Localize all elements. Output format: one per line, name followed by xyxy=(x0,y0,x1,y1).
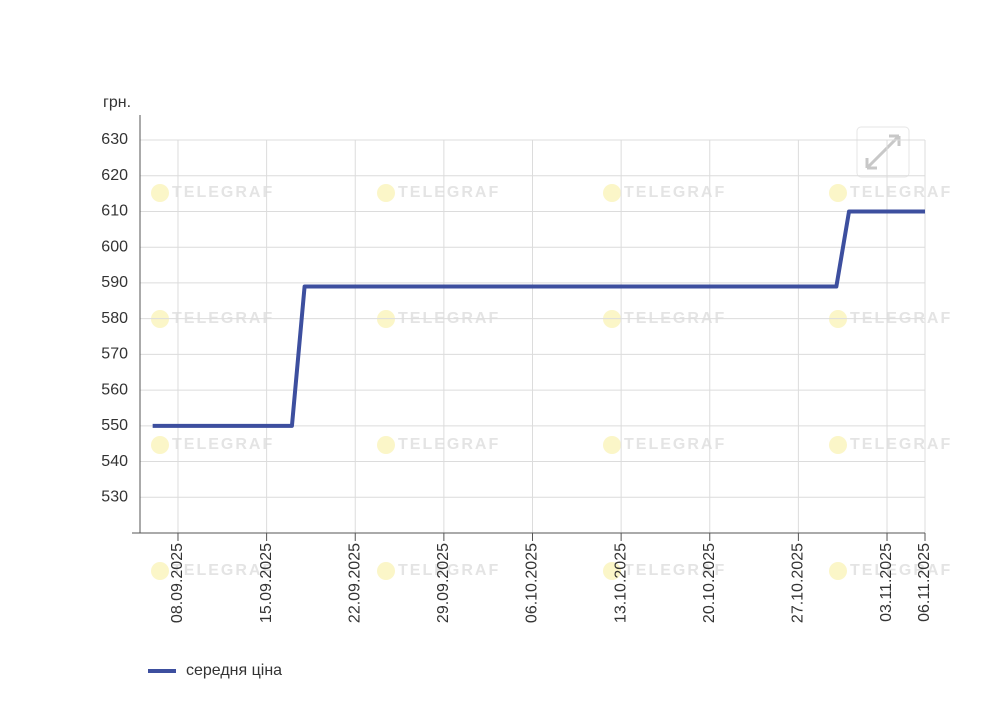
watermark-logo xyxy=(377,562,395,580)
watermark: TELEGRAF xyxy=(850,184,952,201)
watermark-logo xyxy=(151,184,169,202)
watermark-logo xyxy=(603,436,621,454)
x-tick-label: 20.10.2025 xyxy=(701,543,718,623)
x-tick-label: 03.11.2025 xyxy=(878,543,895,622)
watermark: TELEGRAF xyxy=(850,436,952,453)
watermark-logo xyxy=(377,184,395,202)
watermark: TELEGRAF xyxy=(172,184,274,201)
y-axis-label: грн. xyxy=(103,94,131,111)
watermark-logo xyxy=(829,436,847,454)
y-tick-label: 620 xyxy=(101,167,128,184)
watermark: TELEGRAF xyxy=(850,562,952,579)
y-tick-label: 600 xyxy=(101,238,128,255)
x-tick-label: 22.09.2025 xyxy=(346,543,363,623)
x-tick-label: 06.11.2025 xyxy=(916,543,933,622)
x-tick-label: 29.09.2025 xyxy=(435,543,452,623)
expand-icon[interactable] xyxy=(865,134,901,170)
watermark: TELEGRAF xyxy=(624,184,726,201)
y-tick-label: 590 xyxy=(101,274,128,291)
x-tick-label: 13.10.2025 xyxy=(612,543,629,623)
y-tick-label: 550 xyxy=(101,417,128,434)
line xyxy=(152,209,925,428)
watermark-logo xyxy=(829,562,847,580)
y-tick-label: 540 xyxy=(101,453,128,470)
watermark: TELEGRAF xyxy=(624,562,726,579)
y-tick-label: 580 xyxy=(101,310,128,327)
watermark-logo xyxy=(603,184,621,202)
watermark: TELEGRAF xyxy=(172,562,274,579)
x-tick-label: 15.09.2025 xyxy=(258,543,275,623)
watermark-logo xyxy=(829,184,847,202)
watermark: TELEGRAF xyxy=(398,436,500,453)
x-tick-label: 08.09.2025 xyxy=(169,543,186,623)
x-tick-label: 27.10.2025 xyxy=(790,543,807,623)
y-tick-label: 530 xyxy=(101,488,128,505)
watermark-logo xyxy=(603,562,621,580)
watermark: TELEGRAF xyxy=(172,436,274,453)
expand-button[interactable] xyxy=(856,126,910,178)
watermark-logo xyxy=(151,562,169,580)
y-tick-label: 570 xyxy=(101,346,128,363)
y-tick-label: 560 xyxy=(101,381,128,398)
watermark-logo xyxy=(151,436,169,454)
legend-label: середня ціна xyxy=(186,662,282,679)
watermark-logo xyxy=(377,436,395,454)
y-tick-label: 610 xyxy=(101,203,128,220)
watermark: TELEGRAF xyxy=(398,562,500,579)
y-tick-label: 630 xyxy=(101,131,128,148)
watermark: TELEGRAF xyxy=(624,436,726,453)
watermark: TELEGRAF xyxy=(398,184,500,201)
x-tick-label: 06.10.2025 xyxy=(524,543,541,623)
watermarks: TELEGRAF TELEGRAF TELEGRAF TELEGRAF TELEGRAF… xyxy=(151,184,952,580)
